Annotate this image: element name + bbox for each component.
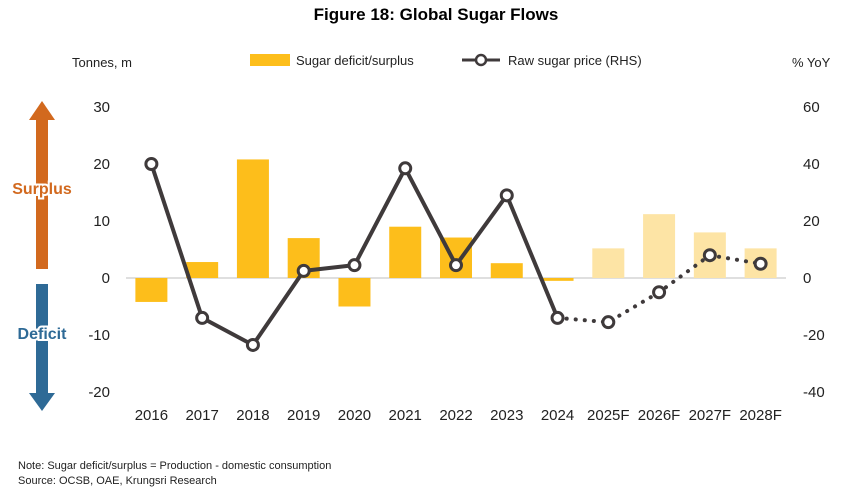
x-tick-label: 2016 <box>135 407 168 424</box>
left-axis-ticks: 30 20 10 0 -10 -20 <box>88 99 110 401</box>
legend-bar-label: Sugar deficit/surplus <box>296 53 414 68</box>
bar-2020 <box>338 278 371 307</box>
deficit-arrow-head-icon <box>29 393 55 411</box>
right-tick-label: 20 <box>803 213 820 230</box>
x-tick-label: 2018 <box>236 407 269 424</box>
price-marker-2023 <box>499 188 514 203</box>
left-tick-label: 10 <box>93 213 110 230</box>
right-tick-label: 60 <box>803 99 820 116</box>
bar-2017 <box>186 262 219 278</box>
left-tick-label: 30 <box>93 99 110 116</box>
right-axis-ticks: 60 40 20 0 -20 -40 <box>803 99 825 401</box>
bar-2026F <box>643 214 676 278</box>
bar-2023 <box>490 263 523 278</box>
right-tick-label: -40 <box>803 384 825 401</box>
x-tick-label: 2023 <box>490 407 523 424</box>
legend-line-label: Raw sugar price (RHS) <box>508 53 642 68</box>
x-tick-label: 2021 <box>389 407 422 424</box>
price-marker-2020 <box>347 258 362 273</box>
left-tick-label: -20 <box>88 384 110 401</box>
deficit-arrow-shaft <box>36 284 48 396</box>
deficit-indicator: Deficit <box>16 284 69 411</box>
legend-bar-swatch <box>250 54 290 66</box>
right-axis-unit: % YoY <box>792 55 831 70</box>
price-marker-2027F <box>702 248 717 263</box>
deficit-label: Deficit <box>18 326 68 343</box>
x-tick-label: 2024 <box>541 407 574 424</box>
surplus-arrow-shaft <box>36 117 48 269</box>
left-tick-label: 0 <box>102 270 110 287</box>
line-series <box>144 157 768 352</box>
bar-2024 <box>541 278 574 281</box>
surplus-arrow-head-icon <box>29 101 55 120</box>
bar-2016 <box>135 278 168 302</box>
legend-marker-swatch <box>474 53 488 67</box>
x-tick-label: 2027F <box>689 407 732 424</box>
price-marker-2028F <box>753 256 768 271</box>
price-marker-2024 <box>550 310 565 325</box>
source-text: Source: OCSB, OAE, Krungsri Research <box>18 475 217 487</box>
bar-2025F <box>592 248 625 278</box>
bar-series <box>135 159 777 307</box>
x-tick-label: 2020 <box>338 407 371 424</box>
price-marker-2022 <box>449 258 463 273</box>
right-tick-label: 0 <box>803 270 811 287</box>
price-line-actual <box>149 162 560 347</box>
price-marker-2026F <box>652 285 667 300</box>
price-marker-2016 <box>144 157 159 171</box>
x-tick-label: 2019 <box>287 407 320 424</box>
left-axis-unit: Tonnes, m <box>72 55 132 70</box>
left-tick-label: 20 <box>93 156 110 173</box>
x-tick-label: 2025F <box>587 407 630 424</box>
x-tick-label: 2028F <box>739 407 782 424</box>
left-tick-label: -10 <box>88 327 110 344</box>
chart-title: Figure 18: Global Sugar Flows <box>314 5 559 24</box>
x-tick-label: 2026F <box>638 407 681 424</box>
surplus-indicator: Surplus <box>10 101 74 269</box>
x-tick-label: 2022 <box>439 407 472 424</box>
price-marker-2019 <box>296 263 311 278</box>
bar-2018 <box>236 159 269 278</box>
price-marker-2025F <box>601 315 616 330</box>
bar-2021 <box>389 226 422 278</box>
surplus-label: Surplus <box>12 181 72 198</box>
right-tick-label: -20 <box>803 327 825 344</box>
right-tick-label: 40 <box>803 156 820 173</box>
price-marker-2017 <box>195 310 210 325</box>
x-tick-label: 2017 <box>185 407 218 424</box>
price-marker-2018 <box>245 337 260 352</box>
x-axis-tick-labels: 2016 2017 2018 2019 2020 2021 2022 2023 2024 2025… <box>135 407 782 424</box>
price-marker-2021 <box>398 161 413 176</box>
legend: Sugar deficit/surplus Raw sugar price (R… <box>250 53 642 68</box>
note-text: Note: Sugar deficit/surplus = Production… <box>18 460 332 472</box>
